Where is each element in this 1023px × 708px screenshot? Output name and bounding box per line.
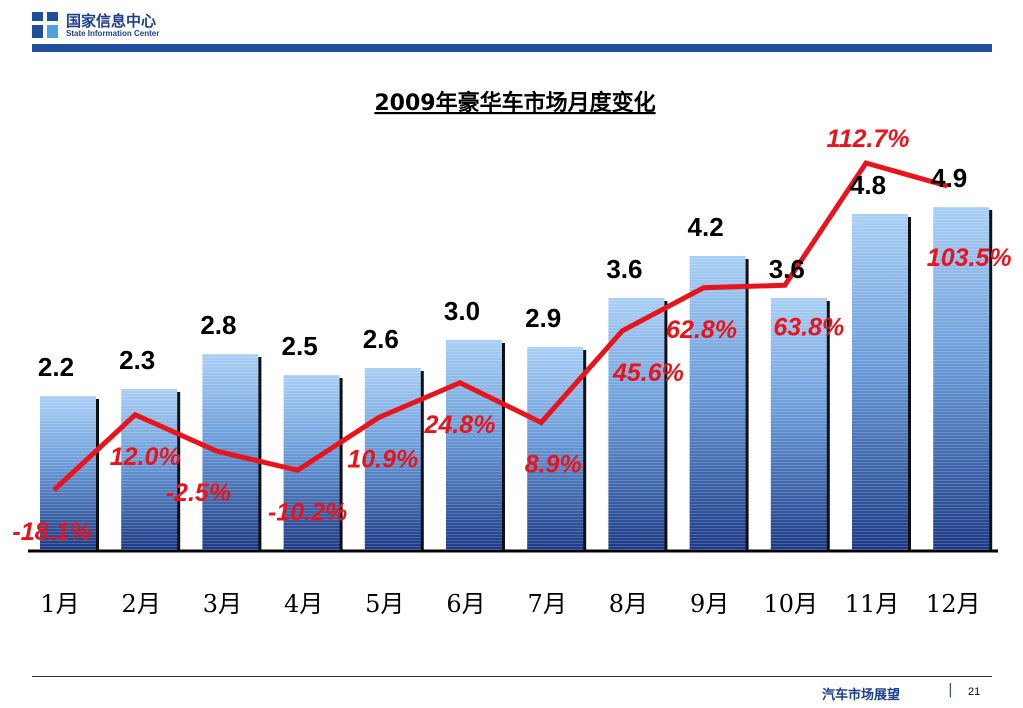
line-value-label: 12.0% [110,443,181,471]
line-value-label: 103.5% [927,244,1012,272]
x-tick-label: 6月 [446,590,485,618]
x-tick-label: 12月 [926,590,981,618]
footer-separator: | [948,682,953,698]
line-value-label: -10.2% [268,498,347,526]
bar-texture [933,207,990,550]
bar-texture [527,347,584,550]
x-tick-label: 8月 [609,590,648,618]
x-tick-label: 5月 [365,590,404,618]
chart-title: 2009年豪华车市场月度变化 [374,90,655,116]
x-tick-label: 9月 [690,590,729,618]
slide-header: 国家信息中心 State Information Center [0,0,1023,56]
bar-value-label: 3.6 [606,254,642,284]
footer-divider [32,676,992,677]
label-group: 2.2 1月 2.3 2月 2.8 3月 2.5 4月 2.6 5月 3.0 6月 2.9 7月 3.6 8月… [12,125,1011,618]
line-value-label: 10.9% [347,446,418,474]
bar-value-label: 4.8 [850,170,886,200]
x-tick-label: 4月 [284,590,323,618]
bar-value-label: 3.0 [444,296,480,326]
line-value-label: -18.1% [12,518,91,546]
bar-texture [364,368,421,550]
bar-texture [40,396,96,550]
line-value-label: 63.8% [773,313,844,341]
line-value-label: 24.8% [424,411,496,439]
line-value-label: 62.8% [666,316,737,344]
bar-texture [770,298,827,550]
x-tick-label: 7月 [528,590,567,618]
bar-value-label: 4.9 [931,163,967,193]
bar-texture [689,256,746,550]
line-series [52,160,948,492]
org-name-cn: 国家信息中心 [66,12,157,30]
growth-line [52,160,948,492]
bar-value-label: 2.6 [363,324,399,354]
bar-value-label: 4.2 [688,212,724,242]
bar-value-label: 2.3 [119,345,155,375]
x-tick-label: 2月 [122,590,161,618]
x-tick-label: 3月 [203,590,242,618]
footer-section-title: 汽车市场展望 [822,688,901,703]
line-value-label: 112.7% [827,125,910,153]
bar-value-label: 2.8 [200,310,236,340]
bar-texture [852,214,908,550]
x-tick-label: 1月 [40,590,79,618]
x-tick-label: 10月 [764,590,819,618]
x-tick-label: 11月 [845,590,900,618]
chart: 2009年豪华车市场月度变化 2.2 1月 2.3 2月 2.8 3月 2.5 4月 2.6 5月… [12,90,1011,618]
bar-texture [446,340,502,550]
bar-value-label: 2.5 [282,331,318,361]
logo-icon [32,12,58,38]
bar-value-label: 2.9 [525,303,561,333]
org-name-en: State Information Center [66,29,160,38]
line-value-label: 45.6% [612,359,684,387]
header-bar [32,44,992,52]
bar-value-label: 3.6 [769,254,805,284]
page-number: 21 [968,686,981,698]
bar-value-label: 2.2 [38,352,74,382]
line-value-label: 8.9% [525,451,582,479]
line-value-label: -2.5% [166,479,231,507]
bar-texture [608,298,665,550]
